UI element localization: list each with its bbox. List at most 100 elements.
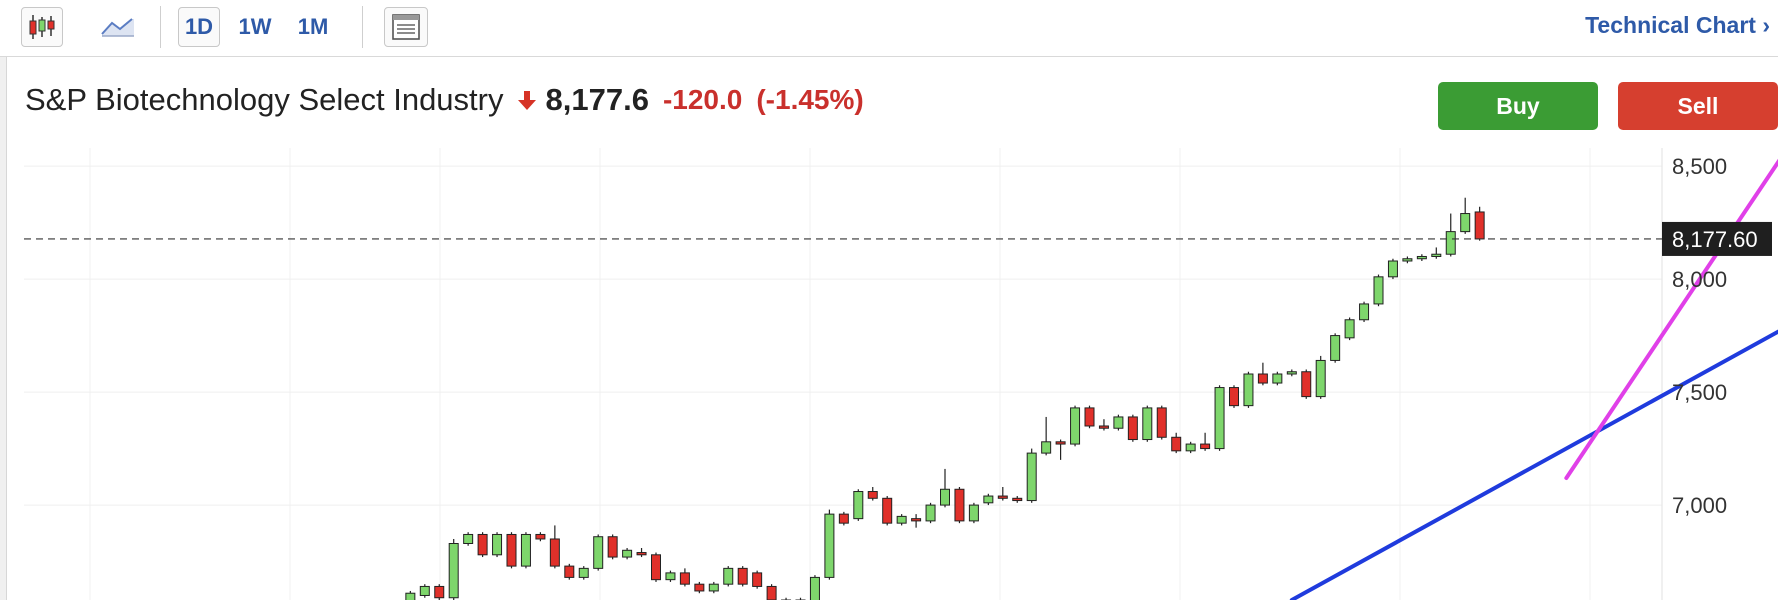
candle-body	[1156, 407, 1167, 438]
y-tick-label: 7,500	[1672, 380, 1727, 405]
trendline	[1289, 329, 1778, 600]
candle-down	[564, 563, 575, 580]
buy-button[interactable]: Buy	[1438, 82, 1598, 130]
candle-down	[651, 552, 661, 582]
area-chart-icon[interactable]	[96, 7, 140, 47]
current-price-label: 8,177.60	[1672, 227, 1758, 252]
candle-down	[1084, 405, 1095, 429]
candle-body	[954, 488, 965, 522]
candle-body	[896, 515, 907, 524]
candle-body	[1373, 276, 1384, 305]
candle-body	[1084, 407, 1095, 427]
candle-up	[520, 532, 531, 569]
candle-body	[1286, 371, 1297, 375]
candle-body	[925, 504, 936, 522]
candle-down	[607, 534, 618, 560]
candle-up	[578, 566, 589, 580]
candle-body	[708, 583, 719, 592]
candle-body	[607, 536, 618, 558]
current-price-label-box	[1662, 221, 1772, 256]
candle-up	[1344, 317, 1355, 341]
candle-body	[1243, 373, 1254, 407]
candle-down	[506, 532, 517, 569]
candle-body	[853, 491, 864, 520]
timeframe-1w-button[interactable]: 1W	[232, 7, 278, 47]
sell-button[interactable]: Sell	[1618, 82, 1778, 130]
candle-up	[1113, 414, 1124, 431]
candle-up	[1330, 333, 1341, 363]
candle-up	[622, 548, 633, 560]
candle-up	[925, 502, 936, 524]
candle-body	[1214, 387, 1225, 450]
candle-up	[1387, 258, 1398, 280]
candle-down	[1098, 419, 1109, 431]
candle-up	[1142, 405, 1153, 442]
candle-body	[1041, 441, 1052, 454]
candlestick-icon[interactable]	[21, 7, 63, 47]
arrow-down-icon	[517, 91, 536, 110]
candle-up	[1373, 274, 1384, 307]
left-frame	[0, 57, 7, 600]
candle-body	[651, 554, 661, 581]
candle-up	[824, 509, 835, 580]
candle-body	[1055, 441, 1066, 445]
candle-body	[882, 497, 893, 524]
candle-body	[1315, 359, 1326, 398]
candle-body	[1142, 407, 1153, 441]
price-change: -120.0	[662, 84, 743, 115]
candle-body	[997, 495, 1008, 499]
candle-body	[593, 536, 604, 569]
candle-down	[997, 487, 1008, 501]
timeframe-1m-button[interactable]: 1M	[290, 7, 336, 47]
candle-body	[911, 518, 922, 522]
candle-down	[766, 584, 777, 600]
indicators-panel-icon[interactable]	[384, 7, 428, 47]
timeframe-1m-label: 1M	[297, 14, 329, 39]
candle-up	[1460, 197, 1471, 234]
candle-down	[1229, 385, 1239, 408]
candle-down	[838, 511, 849, 526]
candle-up	[968, 502, 979, 524]
candle-body	[983, 495, 994, 504]
candle-body	[1127, 416, 1138, 441]
candle-body	[549, 538, 560, 567]
candle-body	[1113, 416, 1124, 429]
candle-up	[1070, 405, 1081, 447]
candle-body	[1474, 211, 1485, 240]
candle-down	[1156, 405, 1167, 440]
timeframe-1d-button[interactable]: 1D	[178, 7, 220, 47]
candle-body	[723, 567, 734, 585]
candle-up	[1041, 416, 1052, 456]
candle-body	[622, 549, 633, 558]
trendline	[1564, 158, 1778, 480]
candle-body	[694, 583, 705, 592]
candle-body	[520, 533, 531, 567]
candle-up	[1402, 256, 1413, 264]
candle-body	[1431, 253, 1442, 257]
y-tick-label: 8,500	[1672, 154, 1727, 179]
candle-down	[636, 548, 647, 558]
candle-up	[1315, 355, 1326, 399]
candle-up	[1214, 385, 1225, 451]
candle-down	[1012, 496, 1023, 503]
candle-body	[824, 513, 835, 578]
candle-up	[405, 590, 416, 600]
candle-body	[434, 585, 445, 599]
candle-up	[940, 468, 950, 508]
candle-down	[795, 597, 806, 600]
candle-down	[477, 532, 488, 558]
candle-down	[1474, 206, 1485, 241]
candle-down	[882, 496, 893, 526]
candle-up	[809, 575, 820, 600]
candle-down	[1055, 439, 1066, 460]
candle-down	[867, 487, 878, 501]
technical-chart-link[interactable]: Technical Chart ›	[1585, 12, 1770, 38]
candle-down	[781, 597, 792, 600]
candle-down	[954, 487, 965, 524]
candle-down	[1301, 369, 1312, 399]
candle-down	[911, 514, 922, 528]
candle-body	[1171, 436, 1182, 452]
candle-down	[434, 584, 445, 600]
candle-body	[1098, 425, 1109, 429]
